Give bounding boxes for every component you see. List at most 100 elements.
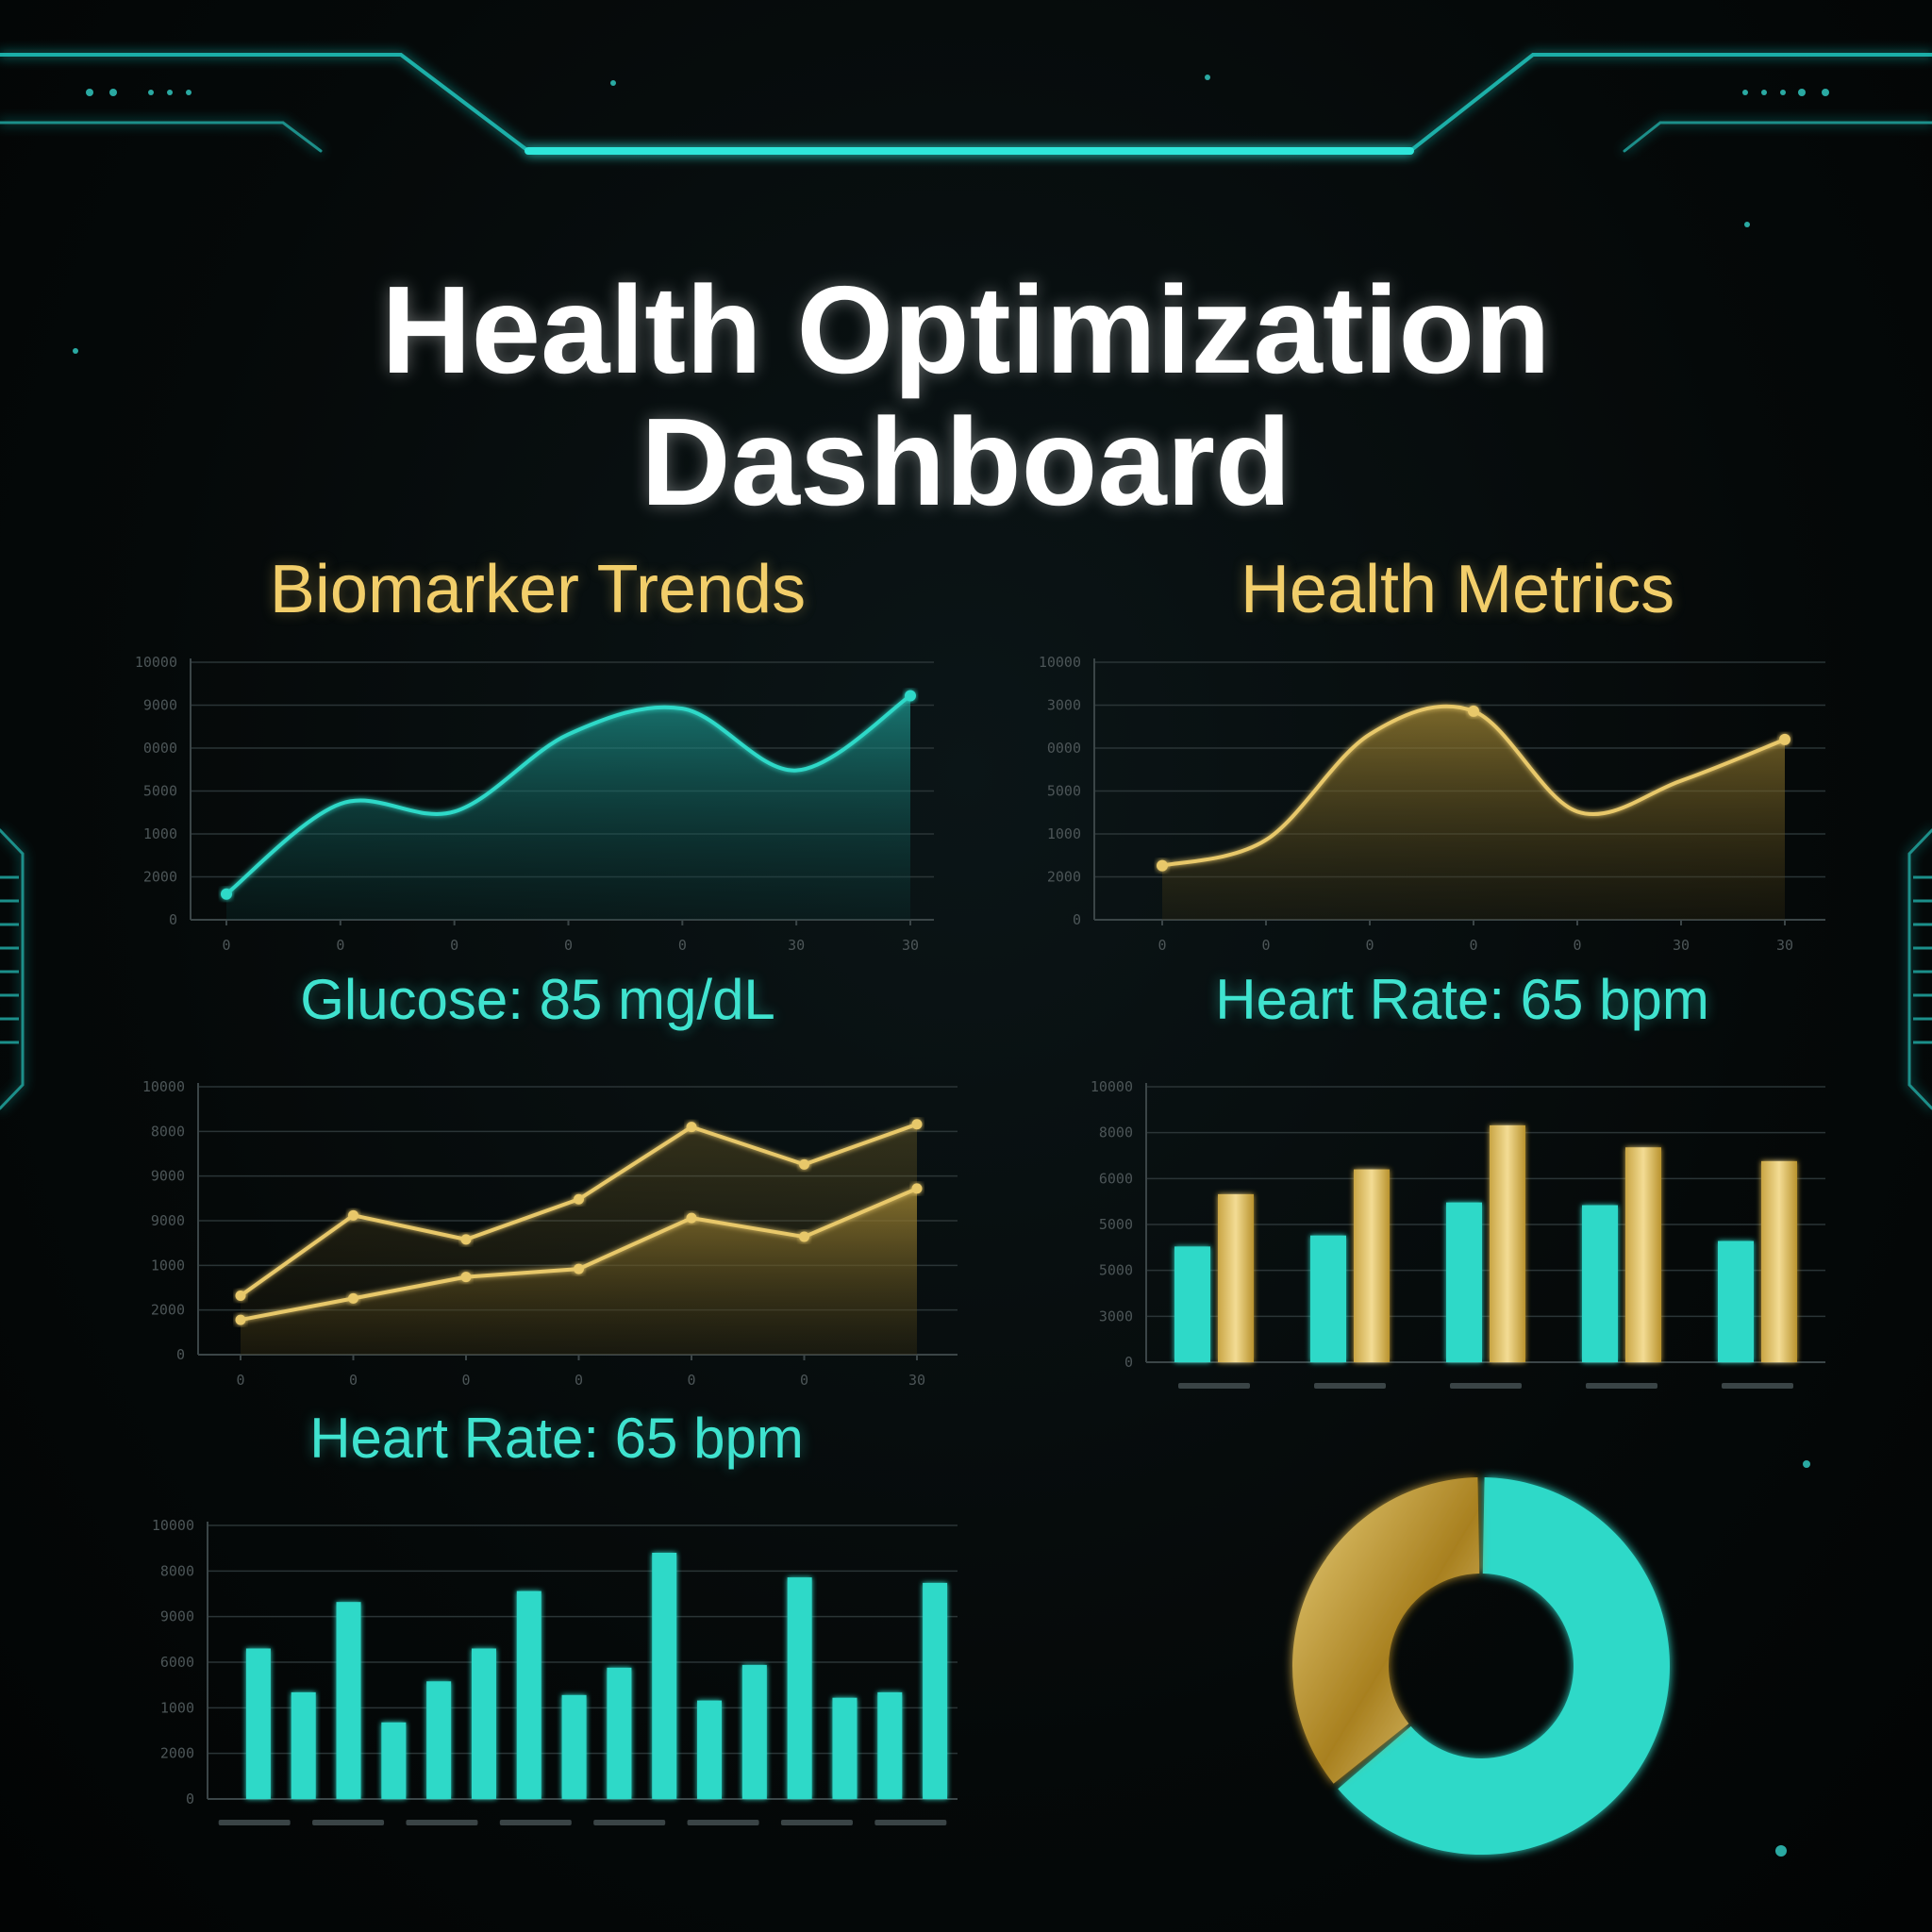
y-tick-label: 10000 [135,654,177,671]
y-tick-label: 8000 [160,1562,194,1579]
data-point [348,1292,358,1304]
x-tick-label: 0 [236,1372,244,1389]
y-tick-label: 8000 [1099,1124,1133,1141]
hud-left-side-bracket [0,828,25,1110]
x-tick-label: 0 [678,937,687,954]
hud-right-accent [1623,121,1932,153]
x-tick-label: 30 [902,937,919,954]
y-tick-label: 0000 [143,740,177,757]
page-title: Health Optimization [381,260,1551,399]
donut-slice-gold [1292,1477,1480,1784]
bar-teal [1174,1246,1210,1362]
y-tick-label: 10000 [142,1078,185,1095]
x-tick-label: 0 [800,1372,808,1389]
series-area-1 [226,695,910,920]
y-tick-label: 8000 [151,1123,185,1140]
bar [652,1553,677,1799]
x-category-label-placeholder [687,1820,759,1825]
y-tick-label: 1000 [1047,825,1081,842]
heart-rate-metric-right: Heart Rate: 65 bpm [1215,968,1709,1031]
data-point [1779,733,1790,745]
x-category-label-placeholder [312,1820,385,1825]
x-category-label-placeholder [1178,1383,1250,1389]
bar [832,1697,858,1799]
y-tick-label: 9000 [151,1212,185,1229]
x-category-label-placeholder [780,1820,853,1825]
metrics-bar-chart: 0 3000 5000 5000 6000 8000 10000 [1091,1078,1825,1389]
bar [741,1664,767,1799]
bar [381,1722,407,1799]
bar [336,1602,361,1799]
series-line-1 [225,693,912,896]
x-category-label-placeholder [1722,1383,1793,1389]
x-tick-label: 0 [1158,937,1166,954]
y-tick-label: 0 [1124,1354,1133,1371]
bar-teal [1446,1202,1482,1362]
x-tick-label: 30 [1776,937,1793,954]
x-category-label-placeholder [874,1820,947,1825]
y-tick-label: 2000 [1047,869,1081,886]
x-tick-label: 0 [1261,937,1270,954]
y-tick-label: 1000 [151,1257,185,1274]
y-tick-label: 6000 [1099,1170,1133,1187]
hud-left-accent [0,121,323,153]
x-tick-label: 0 [336,937,344,954]
hud-right-side-bracket [1907,828,1932,1110]
x-tick-label: 0 [222,937,230,954]
x-tick-label: 0 [450,937,458,954]
bar [426,1681,452,1799]
bar [471,1648,496,1799]
data-point [460,1234,472,1245]
x-tick-label: 30 [908,1372,925,1389]
data-point [686,1212,697,1224]
data-point [911,1119,923,1130]
y-tick-label: 9000 [151,1168,185,1185]
y-tick-label: 2000 [160,1745,194,1762]
y-tick-label: 0 [186,1790,194,1807]
x-tick-label: 0 [575,1372,583,1389]
data-point [235,1291,246,1302]
bar [245,1648,271,1799]
hud-side-ticks [0,875,1932,1044]
x-category-label-placeholder [1586,1383,1657,1389]
y-tick-label: 2000 [151,1302,185,1319]
x-category-label-placeholder [1314,1383,1386,1389]
bar-gold [1761,1160,1797,1362]
data-point [911,1183,923,1194]
x-tick-label: 0 [1469,937,1477,954]
x-category-label-placeholder [499,1820,572,1825]
x-category-label-placeholder [593,1820,666,1825]
bar-teal [1310,1235,1346,1362]
y-tick-label: 10000 [1039,654,1081,671]
x-tick-label: 0 [461,1372,470,1389]
y-tick-label: 1000 [160,1699,194,1716]
bar-teal [1718,1241,1754,1362]
bar [607,1667,632,1799]
bar [561,1694,587,1799]
y-tick-label: 9000 [160,1608,194,1625]
data-point [905,690,916,702]
x-tick-label: 0 [349,1372,358,1389]
y-tick-label: 5000 [1099,1216,1133,1233]
bar-gold [1218,1193,1254,1362]
x-tick-label: 30 [1673,937,1690,954]
bar-gold [1625,1147,1661,1362]
y-tick-label: 5000 [1047,783,1081,800]
bar [787,1577,812,1799]
bar-gold [1354,1169,1390,1362]
donut-slice-teal [1338,1477,1670,1855]
x-category-label-placeholder [218,1820,291,1825]
data-point [348,1209,358,1221]
hud-dots [73,75,1829,1857]
bar-gold [1490,1124,1525,1362]
section-title-biomarker-trends: Biomarker Trends [269,552,807,627]
y-tick-label: 0 [169,911,177,928]
y-tick-label: 10000 [1091,1078,1133,1095]
y-tick-label: 0000 [1047,740,1081,757]
x-tick-label: 0 [1365,937,1374,954]
data-point [235,1314,246,1325]
composition-donut-chart [1292,1477,1670,1855]
